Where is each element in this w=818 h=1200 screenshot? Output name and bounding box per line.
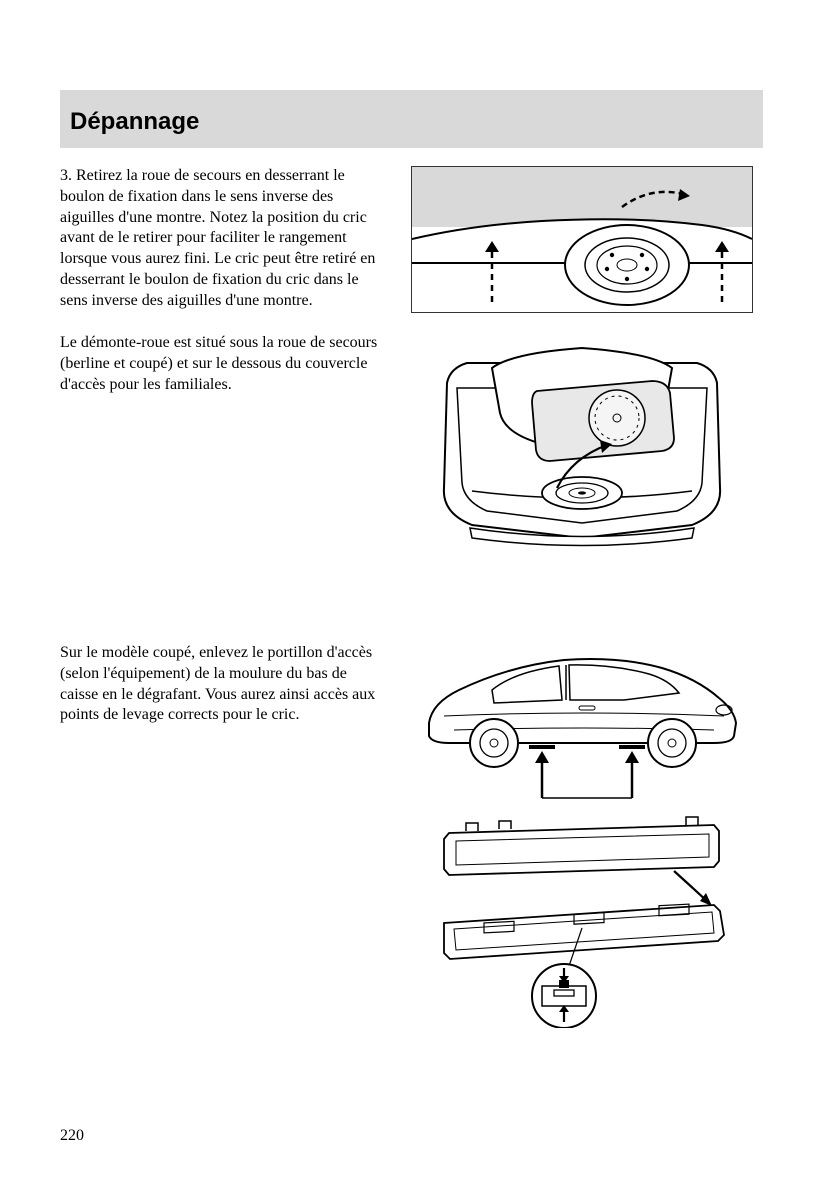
section-title: Dépannage <box>70 108 753 136</box>
page-number: 220 <box>60 1127 84 1145</box>
spare-tire-under-car-icon <box>411 166 753 313</box>
trunk-illustration <box>400 333 763 563</box>
trunk-spare-tire-icon <box>422 333 742 563</box>
paragraph: Le démonte-roue est situé sous la roue d… <box>60 333 388 395</box>
section-header: Dépannage <box>60 90 763 148</box>
wrench-location-text: Le démonte-roue est situé sous la roue d… <box>60 333 400 395</box>
coupe-access-text: Sur le modèle coupé, enlevez le portillo… <box>60 643 400 726</box>
coupe-access-row: Sur le modèle coupé, enlevez le portillo… <box>60 643 763 1033</box>
coupe-illustration <box>400 643 763 1033</box>
step-3-illustration <box>400 166 763 313</box>
step-3-text: 3. Retirez la roue de secours en desserr… <box>60 166 400 312</box>
manual-page: Dépannage 3. Retirez la roue de secours … <box>0 0 818 1200</box>
paragraph: Sur le modèle coupé, enlevez le portillo… <box>60 643 388 726</box>
paragraph: 3. Retirez la roue de secours en desserr… <box>60 166 388 312</box>
step-3-row: 3. Retirez la roue de secours en desserr… <box>60 166 763 313</box>
wrench-location-row: Le démonte-roue est situé sous la roue d… <box>60 333 763 563</box>
coupe-jack-points-icon <box>409 643 754 1033</box>
